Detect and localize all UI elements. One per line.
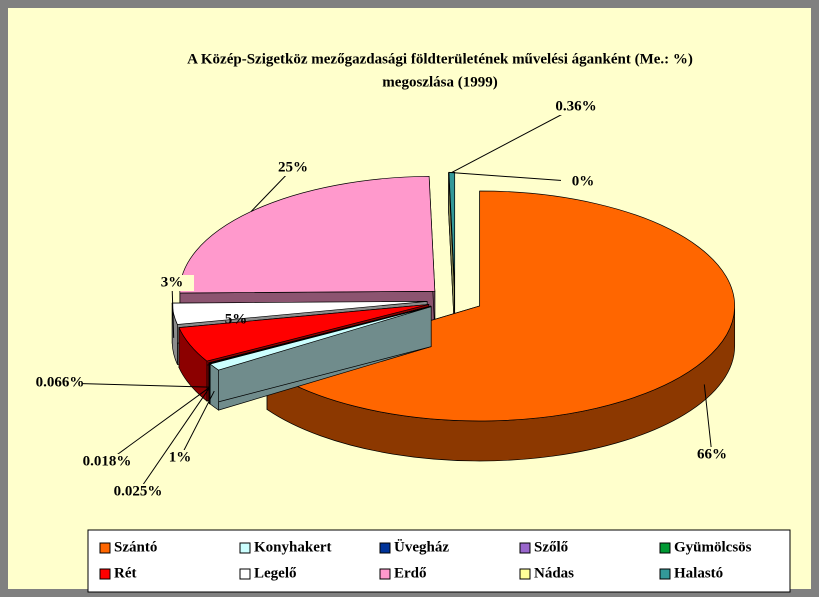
leader-line	[171, 282, 175, 338]
legend-swatch	[239, 542, 251, 554]
data-label: 0.066%	[36, 374, 85, 390]
chart-title: A Közép-Szigetköz mezőgazdasági földterü…	[187, 51, 693, 67]
label-bg	[690, 447, 734, 463]
legend-label: Nádas	[534, 565, 574, 581]
legend-label: Halastó	[674, 565, 723, 581]
legend-label: Gyümölcsös	[674, 539, 752, 555]
leader-line	[106, 387, 210, 463]
label-bg	[158, 450, 202, 466]
slice-top	[179, 175, 436, 294]
legend-label: Rét	[114, 565, 137, 581]
legend-label: Erdő	[394, 565, 427, 581]
leader-line	[703, 384, 713, 456]
data-label: 0.36%	[555, 98, 596, 114]
leader-line	[137, 387, 211, 493]
slice	[209, 306, 432, 411]
slice-top	[209, 306, 432, 371]
data-label: 3%	[161, 274, 184, 290]
chart-title: megoszlása (1999)	[382, 74, 497, 90]
data-label: 1%	[169, 449, 192, 465]
legend-label: Szántó	[114, 539, 157, 555]
label-bg	[116, 484, 160, 500]
label-bg	[554, 99, 598, 115]
legend-swatch	[659, 568, 671, 580]
data-label: 0.018%	[83, 453, 132, 469]
legend-swatch	[519, 568, 531, 580]
legend-label: Üvegház	[394, 538, 449, 555]
slice-top	[266, 190, 735, 422]
legend-label: Konyhakert	[254, 539, 332, 555]
legend-swatch	[99, 568, 111, 580]
label-bg	[150, 275, 194, 291]
label-bg	[561, 174, 605, 190]
label-bg	[85, 454, 129, 470]
legend-label: Szőlő	[534, 539, 569, 555]
data-label: 25%	[278, 159, 308, 175]
legend-swatch	[239, 568, 251, 580]
leader-line	[179, 390, 215, 459]
legend-swatch	[379, 542, 391, 554]
leader-line	[451, 106, 577, 173]
legend-swatch	[659, 542, 671, 554]
legend-label: Legelő	[254, 565, 297, 581]
slice-top	[178, 304, 429, 362]
leader-line	[59, 382, 210, 388]
legend-swatch	[379, 568, 391, 580]
data-label: 0.025%	[114, 483, 163, 499]
legend-swatch	[519, 542, 531, 554]
data-label: 66%	[697, 446, 727, 462]
legend-swatch	[99, 542, 111, 554]
data-label: 5%	[225, 311, 248, 327]
slice-top	[208, 305, 431, 365]
slice-wall	[209, 363, 219, 411]
legend-box	[87, 529, 791, 593]
label-bg	[38, 375, 82, 391]
data-label: 0%	[572, 173, 595, 189]
label-bg	[271, 160, 315, 176]
leader-line	[448, 171, 584, 183]
